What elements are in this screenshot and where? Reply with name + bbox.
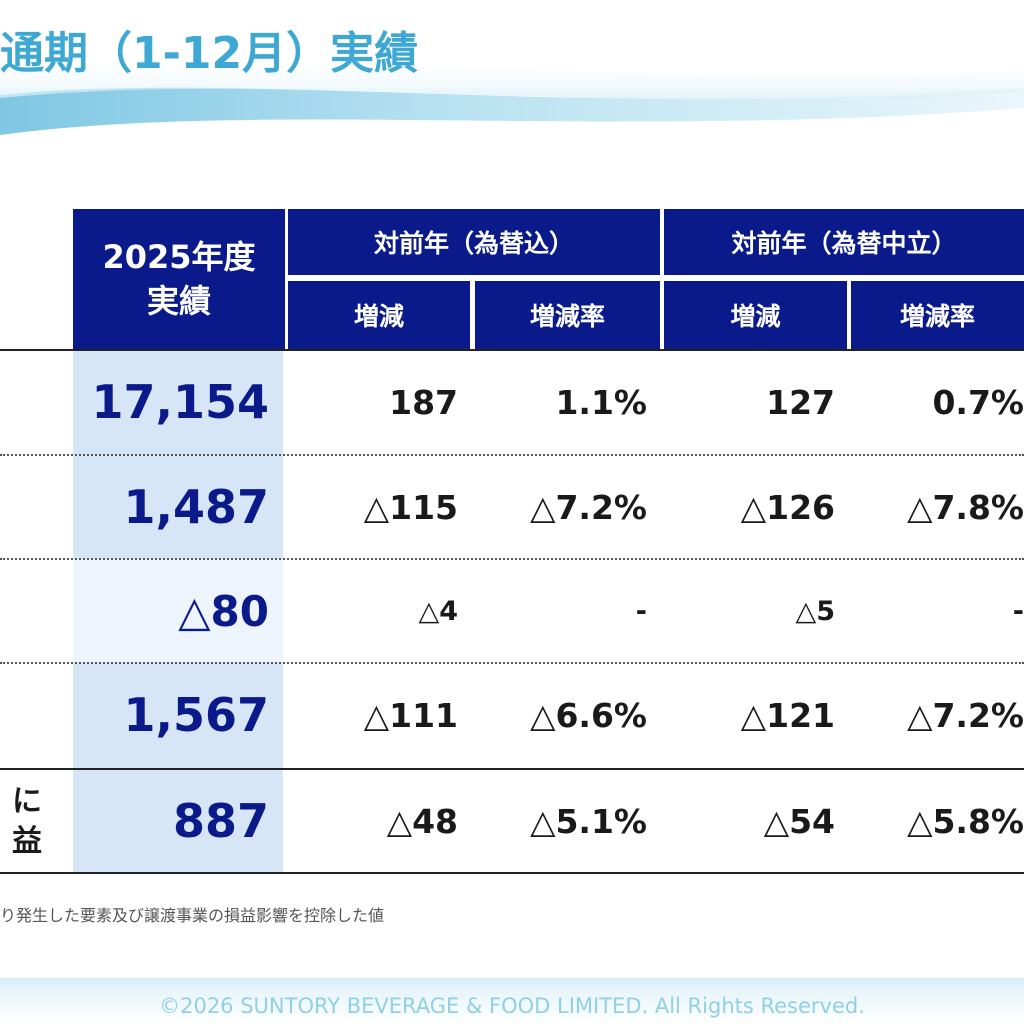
row3-results: △80: [178, 586, 269, 636]
row5-change-fx-neutral: △54: [763, 801, 835, 841]
row3-rate-incl-fx: -: [635, 595, 647, 627]
header-change-rate-2: 増減率: [851, 281, 1024, 349]
row5-results: 887: [172, 794, 269, 848]
footer-band: [0, 978, 1024, 1024]
row-divider-solid: [0, 768, 1024, 770]
row1-rate-incl-fx: 1.1%: [555, 382, 647, 422]
row2-change-incl-fx: △115: [363, 487, 458, 527]
header-2025-results: 2025年度 実績: [73, 209, 285, 349]
row1-change-incl-fx: 187: [389, 382, 458, 422]
header-change-1: 増減: [288, 281, 470, 349]
row-divider: [0, 454, 1024, 456]
row3-rate-fx-neutral: -: [1012, 595, 1024, 627]
header-change-2: 増減: [664, 281, 847, 349]
page-title: 通期（1-12月）実績: [0, 28, 419, 79]
row5-rate-incl-fx: △5.1%: [530, 801, 647, 841]
table-top-rule: [0, 349, 1024, 351]
table-bottom-rule: [0, 872, 1024, 874]
footnote: り発生した要素及び譲渡事業の損益影響を控除した値: [0, 906, 385, 925]
row-divider: [0, 662, 1024, 664]
row3-change-incl-fx: △4: [418, 595, 458, 627]
header-change-rate-1: 増減率: [475, 281, 660, 349]
row2-rate-incl-fx: △7.2%: [530, 487, 647, 527]
row1-results: 17,154: [91, 375, 269, 429]
row5-change-incl-fx: △48: [386, 801, 458, 841]
header-main-line2: 実績: [146, 282, 211, 320]
row5-rate-fx-neutral: △5.8%: [907, 801, 1024, 841]
main-column-shade-light: [73, 559, 283, 663]
row5-label-line1: に: [12, 784, 42, 819]
header-main-line1: 2025年度: [102, 238, 256, 276]
header-group-yoy-fx-neutral: 対前年（為替中立）: [664, 209, 1024, 275]
copyright-notice: ©2026 SUNTORY BEVERAGE & FOOD LIMITED. A…: [159, 994, 865, 1018]
row2-rate-fx-neutral: △7.8%: [907, 487, 1024, 527]
row4-change-incl-fx: △111: [363, 695, 458, 735]
row-divider: [0, 558, 1024, 560]
row2-change-fx-neutral: △126: [740, 487, 835, 527]
row3-change-fx-neutral: △5: [795, 595, 835, 627]
row1-change-fx-neutral: 127: [766, 382, 835, 422]
row1-rate-fx-neutral: 0.7%: [932, 382, 1024, 422]
row4-rate-fx-neutral: △7.2%: [907, 695, 1024, 735]
row2-results: 1,487: [123, 480, 269, 534]
header-group-yoy-incl-fx: 対前年（為替込）: [288, 209, 660, 275]
row5-label-line2: 益: [12, 824, 42, 859]
header-wave-decoration: [0, 55, 1024, 135]
row4-rate-incl-fx: △6.6%: [530, 695, 647, 735]
row4-results: 1,567: [123, 688, 269, 742]
row5-label: に 益: [0, 770, 42, 874]
row4-change-fx-neutral: △121: [740, 695, 835, 735]
